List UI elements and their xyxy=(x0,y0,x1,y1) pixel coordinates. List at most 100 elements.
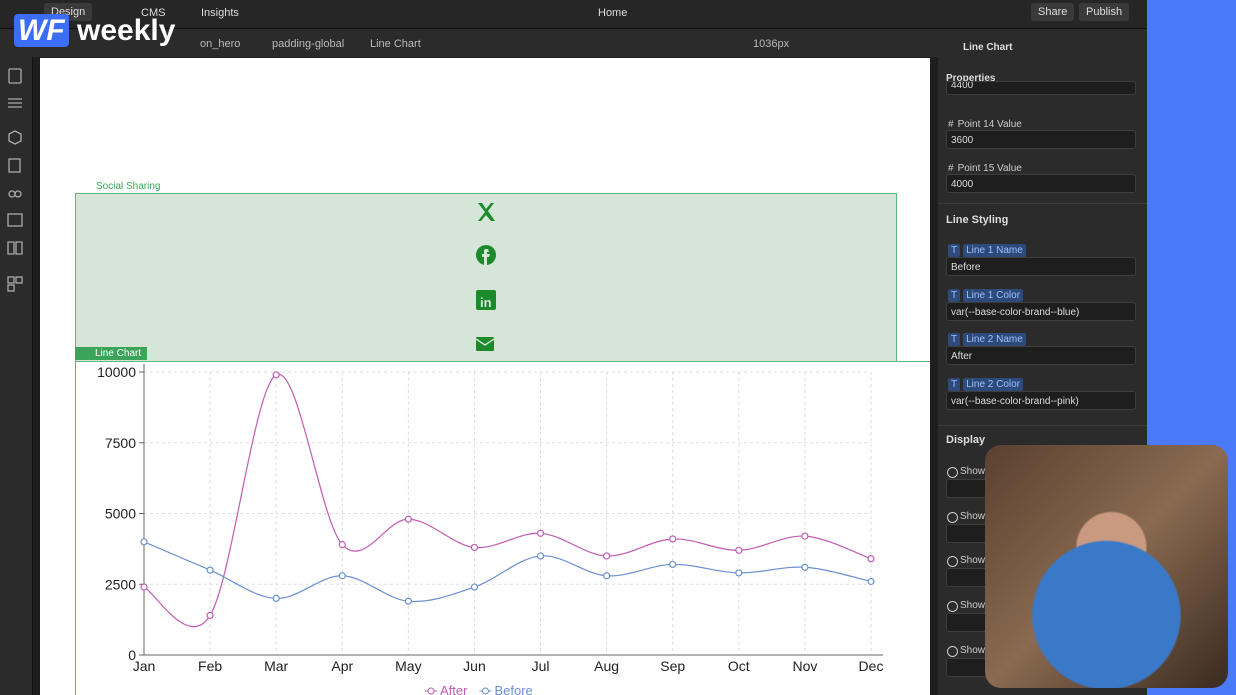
page-selector[interactable]: Home xyxy=(598,7,628,19)
point xyxy=(404,515,412,523)
point xyxy=(867,577,875,586)
x-tick-label: Oct xyxy=(728,658,750,674)
x-tick-label: May xyxy=(395,658,421,674)
x-tick-label: Aug xyxy=(594,658,619,674)
field-icon: T xyxy=(948,244,961,257)
field-label-text: Line 1 Name xyxy=(963,244,1026,257)
y-tick-label: 5000 xyxy=(105,506,136,522)
social-sharing: in xyxy=(75,193,897,362)
y-tick-label: 2500 xyxy=(105,576,136,592)
toggle-icon xyxy=(947,601,958,613)
point xyxy=(338,572,346,580)
text-input[interactable]: After xyxy=(946,346,1136,365)
point xyxy=(801,532,809,540)
text-input[interactable]: Before xyxy=(946,257,1136,276)
point xyxy=(338,541,346,549)
legend-label: After xyxy=(440,683,468,695)
field-label: # Point 14 Value xyxy=(948,119,1022,130)
number-input[interactable]: 3600 xyxy=(946,130,1136,149)
legend-icon xyxy=(427,687,435,695)
point xyxy=(669,560,677,569)
show-toggle[interactable]: Show xyxy=(960,510,986,522)
divider xyxy=(938,425,1147,426)
x-tick-label: Jul xyxy=(532,658,550,674)
top-bar: Design CMS Insights Home Share Publish xyxy=(0,0,1147,29)
field-label: T Line 2 Name xyxy=(948,333,1026,346)
canvas-page: Social Sharing in Line Chart Jan Feb Mar Ap… xyxy=(40,58,930,695)
chart-label: Line Chart xyxy=(75,347,148,360)
webcam-overlay xyxy=(985,445,1228,688)
point xyxy=(206,566,214,574)
x-tick-label: Jun xyxy=(463,658,486,674)
field-icon: T xyxy=(948,289,961,302)
point xyxy=(272,371,280,379)
field-label-text: Line 2 Color xyxy=(963,378,1024,391)
point xyxy=(867,555,875,563)
social-label: Social Sharing xyxy=(96,181,161,192)
line-series xyxy=(143,541,872,603)
panel-title: Line Chart xyxy=(963,42,1013,53)
section-title: Line Styling xyxy=(946,214,1009,226)
point xyxy=(669,535,677,543)
field-label: T Line 1 Color xyxy=(948,289,1024,302)
insights-tab[interactable]: Insights xyxy=(201,7,239,19)
point xyxy=(536,552,545,560)
divider xyxy=(938,203,1147,204)
x-tick-label: Nov xyxy=(792,658,817,674)
toggle-icon xyxy=(947,645,958,657)
breadcrumb-bar: on_hero padding-global Line Chart 1036px xyxy=(32,29,938,57)
logo-mark: WF xyxy=(14,14,69,47)
watermark-logo: WF weekly xyxy=(14,14,175,48)
y-tick-label: 7500 xyxy=(105,435,136,451)
x-tick-label: Dec xyxy=(859,658,884,674)
field-label-text: Point 14 Value xyxy=(957,119,1022,130)
show-toggle[interactable]: Show xyxy=(960,644,986,656)
legend-icon xyxy=(481,687,489,695)
point xyxy=(470,543,479,552)
field-label: T Line 1 Name xyxy=(948,244,1026,257)
crumb[interactable]: Line Chart xyxy=(370,38,421,50)
legend-label: Before xyxy=(494,683,532,695)
point xyxy=(404,597,412,605)
field-label-text: Line 1 Color xyxy=(963,289,1024,302)
crumb[interactable]: on_hero xyxy=(200,38,241,50)
field-label: # Point 15 Value xyxy=(948,163,1022,174)
field-icon: # xyxy=(948,163,954,174)
field-label-text: Point 15 Value xyxy=(957,163,1022,174)
section-title: Display xyxy=(946,434,986,446)
field-icon: T xyxy=(948,378,961,391)
sidebar-icons xyxy=(7,68,23,292)
show-toggle[interactable]: Show xyxy=(960,466,986,477)
point xyxy=(735,546,743,554)
x-tick-label: Sep xyxy=(660,658,685,674)
social-icons: in xyxy=(475,203,496,351)
point xyxy=(272,594,280,603)
point xyxy=(206,611,214,619)
number-input[interactable]: 4000 xyxy=(946,174,1136,193)
y-tick-label: 0 xyxy=(128,647,136,663)
publish-button[interactable]: Publish xyxy=(1079,3,1130,21)
show-toggle[interactable]: Show xyxy=(960,600,986,612)
x-tick-label: Mar xyxy=(264,658,288,674)
text-input[interactable]: var(--base-color-brand--pink) xyxy=(946,391,1136,410)
field-label-text: Line 2 Name xyxy=(963,333,1026,346)
toggle-icon xyxy=(947,556,958,568)
show-toggle[interactable]: Show xyxy=(960,555,986,567)
point xyxy=(801,563,809,571)
left-sidebar xyxy=(0,29,33,695)
point xyxy=(603,552,611,560)
svg-text:in: in xyxy=(480,295,492,310)
partial-input[interactable]: 4400 xyxy=(946,81,1136,95)
share-button[interactable]: Share xyxy=(1031,3,1075,21)
point xyxy=(536,529,545,537)
logo-text: weekly xyxy=(76,14,176,47)
point xyxy=(140,538,148,546)
text-input[interactable]: var(--base-color-brand--blue) xyxy=(946,302,1136,321)
field-icon: T xyxy=(948,333,961,346)
line-series xyxy=(143,374,872,628)
cms-tab[interactable]: CMS xyxy=(141,7,166,19)
crumb[interactable]: padding-global xyxy=(272,38,345,50)
breakpoint-width[interactable]: 1036px xyxy=(753,38,790,50)
toggle-icon xyxy=(947,467,958,478)
